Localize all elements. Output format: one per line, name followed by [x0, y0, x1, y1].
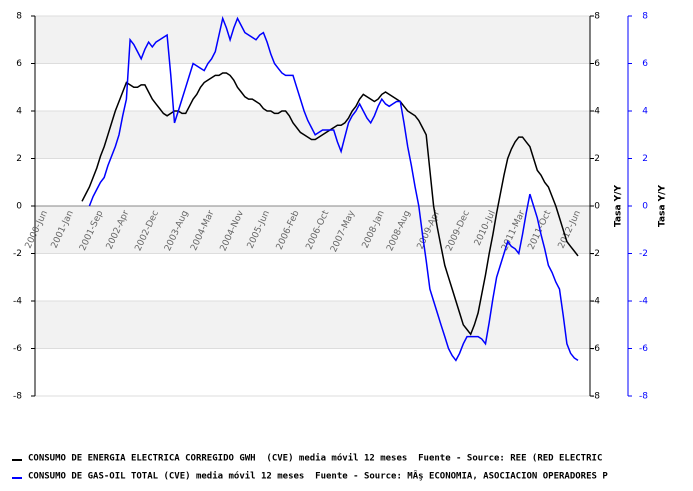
y-tick-label-right: 4 — [594, 107, 600, 117]
y-tick-label-right: -8 — [591, 392, 600, 402]
grid-band — [35, 16, 590, 64]
y-tick-label-right: -2 — [591, 249, 600, 259]
legend-label: CONSUMO DE ENERGIA ELECTRICA CORREGIDO G… — [28, 453, 602, 464]
y-tick-label: 0 — [16, 202, 22, 212]
y-tick-label: 2 — [16, 154, 22, 164]
y2-tick-label: 6 — [642, 59, 648, 69]
grid-band — [35, 301, 590, 349]
series-line — [88, 15, 579, 362]
y-tick-label-right: 6 — [594, 59, 600, 69]
y2-tick-label: -4 — [639, 297, 648, 307]
y2-tick-label: 4 — [642, 107, 648, 117]
y2-tick-label: 2 — [642, 154, 648, 164]
y-tick-label: 6 — [16, 59, 22, 69]
y2-tick-label: -8 — [639, 392, 648, 402]
y-tick-label: 4 — [16, 107, 22, 117]
y-tick-label: -2 — [13, 249, 22, 259]
y-tick-label-right: 2 — [594, 154, 600, 164]
y-tick-label-right: -4 — [591, 297, 600, 307]
y2-axis-title: Tasa Y/Y — [658, 185, 668, 227]
y-tick-label-right: -6 — [591, 344, 600, 354]
grid-band — [35, 111, 590, 159]
y2-tick-label: -2 — [639, 249, 648, 259]
y-axis-title: Tasa Y/Y — [614, 185, 624, 227]
grid-band — [35, 206, 590, 254]
y-tick-label-right: 8 — [594, 12, 600, 22]
y-tick-label: 8 — [16, 12, 22, 22]
y2-tick-label: 8 — [642, 12, 648, 22]
legend-label: CONSUMO DE GAS-OIL TOTAL (CVE) media móv… — [28, 470, 608, 482]
y-tick-label: -4 — [13, 297, 22, 307]
y-tick-label: -6 — [13, 344, 22, 354]
y-tick-label-right: 0 — [594, 202, 600, 212]
y2-tick-label: -6 — [639, 344, 648, 354]
y-tick-label: -8 — [13, 392, 22, 402]
y2-tick-label: 0 — [642, 202, 648, 212]
